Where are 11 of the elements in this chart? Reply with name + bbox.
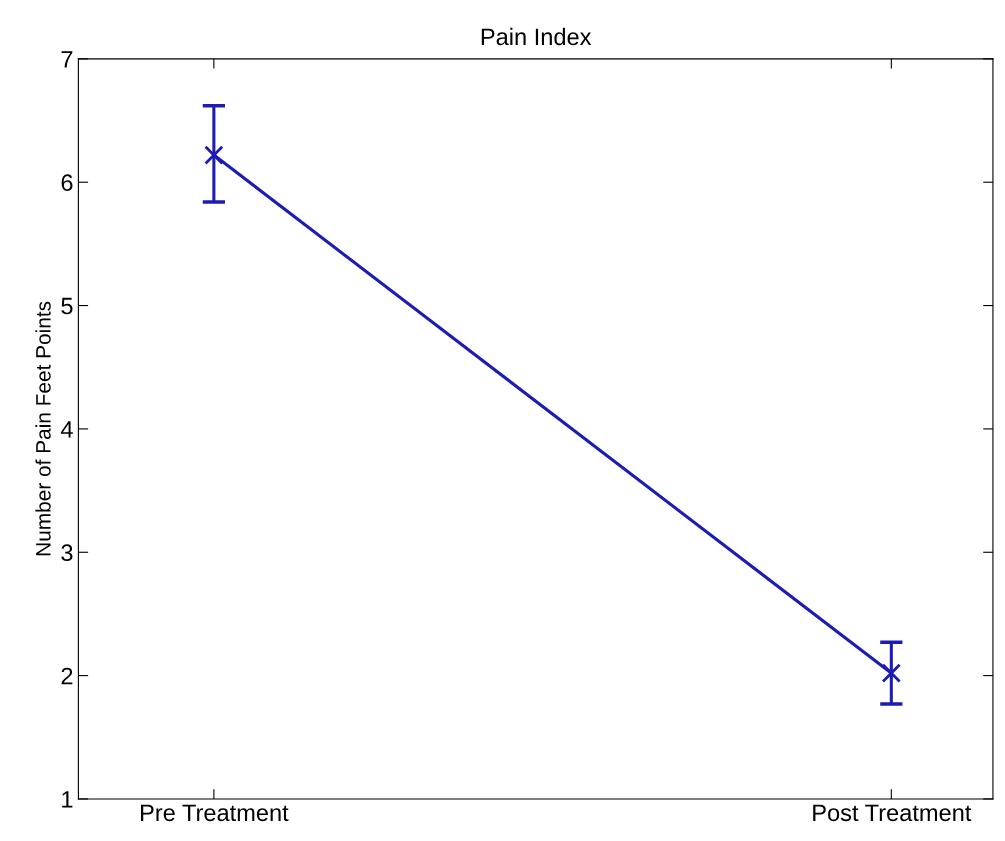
y-tick-label: 3 [61,544,73,562]
y-tick-label: 7 [61,51,73,68]
x-tick-label: Post Treatment [813,804,972,822]
y-tick-label: 6 [61,174,73,191]
y-axis-title: Number of Pain Feet Points [35,301,51,556]
x-tick-label: Pre Treatment [141,804,289,822]
y-tick-label: 5 [61,297,73,315]
y-tick-label: 1 [62,791,73,808]
y-tick-label: 2 [61,667,73,685]
chart-title: Pain Index [481,27,592,46]
y-tick-label: 4 [60,421,73,438]
